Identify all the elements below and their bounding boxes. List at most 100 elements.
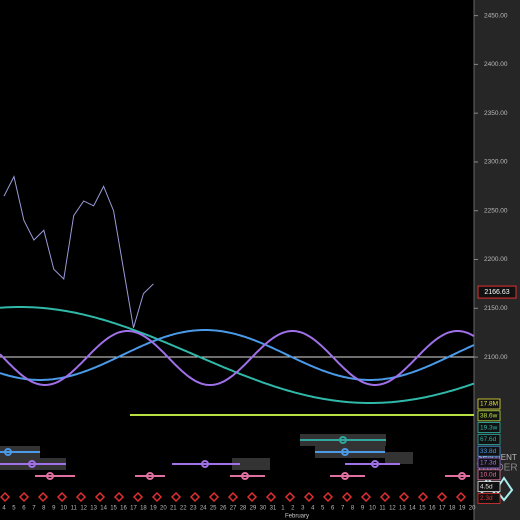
x-tick-label: 13 (399, 506, 406, 512)
cycle-wave (0, 330, 475, 387)
phase-marker (189, 491, 201, 503)
x-tick-label: 15 (110, 506, 117, 512)
phase-marker (455, 491, 467, 503)
cycle-label-box (477, 398, 501, 410)
cycle-label-box (477, 481, 501, 493)
x-tick-label: 19 (150, 506, 157, 512)
phase-marker (56, 491, 68, 503)
phase-marker (246, 491, 258, 503)
cycle-waves (0, 306, 475, 404)
cycle-label: 19.3w (480, 424, 498, 431)
x-tick-label: 27 (230, 506, 237, 512)
x-tick-label: 17 (439, 506, 446, 512)
x-tick-label: 30 (260, 506, 267, 512)
phase-marker (208, 491, 220, 503)
y-tick-label: 2200.00 (484, 256, 508, 263)
x-tick-label: 29 (250, 506, 257, 512)
phase-marker (341, 491, 353, 503)
phase-marker (75, 491, 87, 503)
phase-marker (18, 491, 30, 503)
x-tick-label: 11 (379, 506, 386, 512)
x-tick-label: 14 (409, 506, 416, 512)
x-tick-label: 16 (429, 506, 436, 512)
y-tick-label: 2300.00 (484, 159, 508, 166)
phase-marker (227, 491, 239, 503)
phase-marker (360, 491, 372, 503)
phase-marker (284, 491, 296, 503)
x-tick-label: 6 (331, 506, 335, 512)
x-tick-label: 12 (389, 506, 396, 512)
phase-marker (322, 491, 334, 503)
x-tick-label: 3 (301, 506, 305, 512)
phase-marker (94, 491, 106, 503)
phase-marker (303, 491, 315, 503)
cycle-label: 33.8d (480, 448, 497, 455)
month-label: February (285, 514, 309, 520)
y-tick-label: 2350.00 (484, 110, 508, 117)
x-tick-label: 20 (469, 506, 476, 512)
price-line (3, 175, 154, 328)
y-tick-label: 2250.00 (484, 207, 508, 214)
x-tick-label: 17 (130, 506, 137, 512)
x-tick-label: 22 (180, 506, 187, 512)
cycle-label: 17.8M (480, 401, 498, 408)
cycle-label-box (477, 469, 501, 481)
phase-marker (37, 491, 49, 503)
x-tick-label: 26 (220, 506, 227, 512)
cycle-label-box (477, 433, 501, 445)
phase-marker (379, 491, 391, 503)
x-tick-label: 1 (281, 506, 285, 512)
phasing-bars (0, 434, 470, 480)
x-tick-label: 21 (170, 506, 177, 512)
x-tick-label: 4 (311, 506, 315, 512)
phase-marker (0, 491, 11, 503)
phase-marker (265, 491, 277, 503)
axis-panel (474, 0, 520, 520)
y-tick-label: 2400.00 (484, 61, 508, 68)
x-tick-label: 4 (2, 506, 6, 512)
y-tick-label: 2150.00 (484, 305, 508, 312)
cycle-label: 17.3d (480, 460, 497, 467)
x-tick-label: 20 (160, 506, 167, 512)
phase-marker (151, 491, 163, 503)
phase-markers (0, 491, 467, 503)
x-tick-label: 15 (419, 506, 426, 512)
cycle-label: 2.3d (480, 495, 493, 502)
phase-marker (170, 491, 182, 503)
cycle-label-box (477, 445, 501, 457)
cycle-label-box (477, 457, 501, 469)
y-tick-label: 2100.00 (484, 354, 508, 361)
x-tick-label: 7 (341, 506, 345, 512)
x-tick-label: 18 (140, 506, 147, 512)
x-tick-label: 18 (449, 506, 456, 512)
x-tick-label: 9 (52, 506, 56, 512)
x-tick-label: 19 (459, 506, 466, 512)
x-tick-label: 31 (270, 506, 277, 512)
price-label: 2166.63 (484, 289, 509, 296)
phase-marker (132, 491, 144, 503)
x-tick-label: 10 (369, 506, 376, 512)
price-box (477, 285, 517, 299)
x-tick-label: 5 (321, 506, 325, 512)
x-tick-label: 23 (190, 506, 197, 512)
cycle-label-box (477, 410, 501, 422)
phase-marker (436, 491, 448, 503)
x-tick-label: 28 (240, 506, 247, 512)
cycle-label-box (477, 422, 501, 434)
x-tick-label: 14 (100, 506, 107, 512)
x-tick-label: 12 (80, 506, 87, 512)
x-tick-label: 5 (12, 506, 16, 512)
cycle-label: 4.5d (480, 483, 493, 490)
y-tick-label: 2450.00 (484, 12, 508, 19)
cycle-label: 38.6w (480, 413, 498, 420)
x-tick-label: 24 (200, 506, 207, 512)
x-tick-label: 10 (60, 506, 67, 512)
cycle-label-box (477, 492, 501, 504)
x-tick-label: 16 (120, 506, 127, 512)
x-tick-label: 8 (42, 506, 46, 512)
x-tick-label: 8 (351, 506, 355, 512)
phase-marker (417, 491, 429, 503)
phase-marker (398, 491, 410, 503)
